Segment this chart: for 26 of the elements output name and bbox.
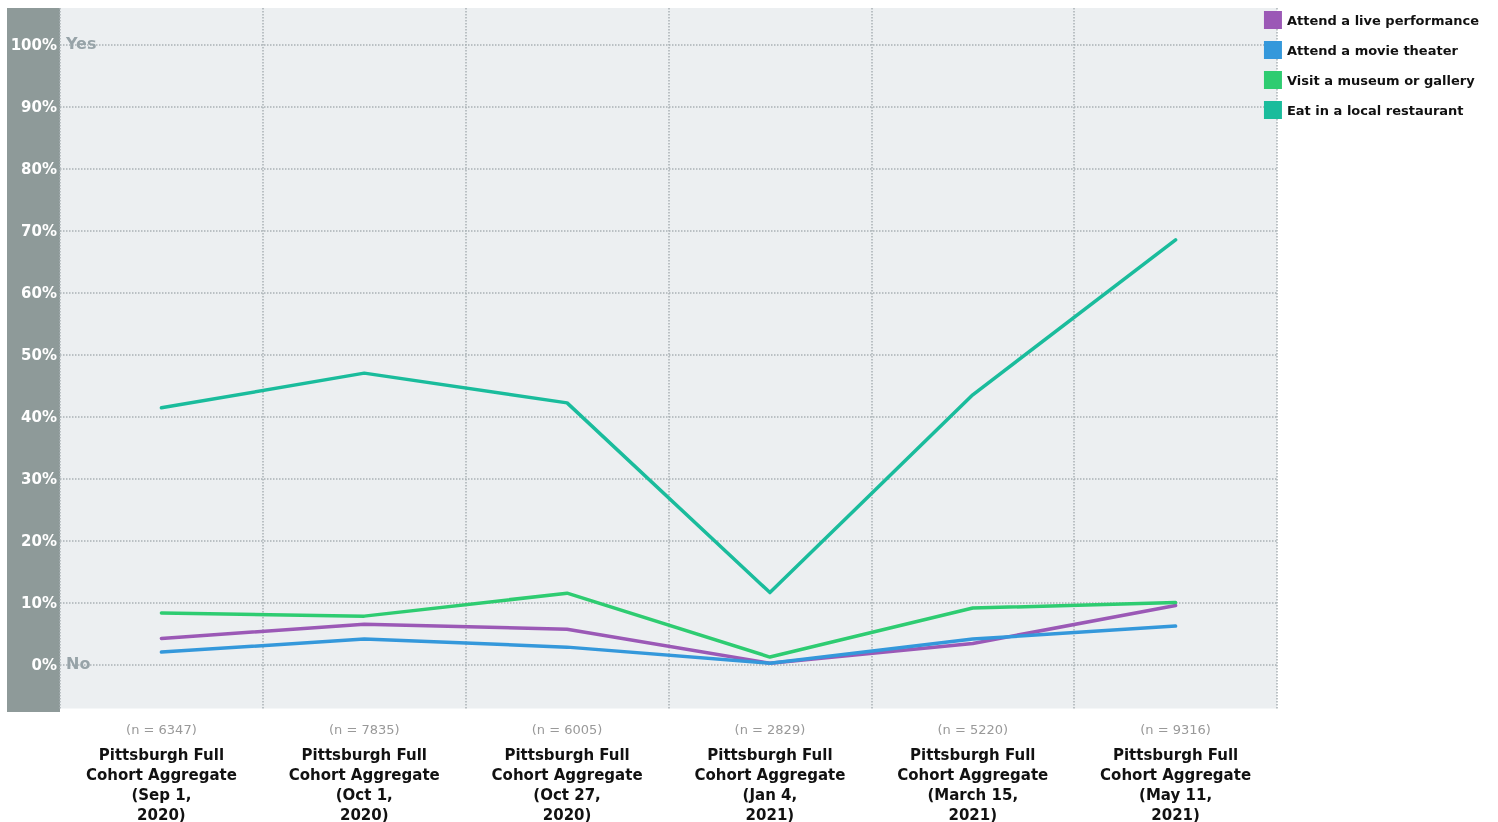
x-tick-label: (n = 9316) Pittsburgh Full Cohort Aggregate (May 11, 2021) bbox=[1100, 722, 1252, 822]
y-tick-label: 30% bbox=[21, 470, 57, 489]
y-tick-label: 10% bbox=[21, 594, 57, 613]
y-tick-label: 40% bbox=[21, 408, 57, 427]
legend-label: Visit a museum or gallery bbox=[1286, 72, 1476, 88]
legend-label: Attend a movie theater bbox=[1286, 42, 1459, 58]
legend-label: Attend a live performance bbox=[1286, 12, 1480, 28]
annotation: No bbox=[66, 653, 91, 673]
y-tick-label: 80% bbox=[21, 160, 57, 179]
x-tick-label: (n = 7835) Pittsburgh Full Cohort Aggregate (Oct 1, 2020) bbox=[288, 722, 440, 822]
line-series bbox=[159, 624, 1178, 665]
y-tick-label: 20% bbox=[21, 532, 57, 551]
line-series bbox=[159, 591, 1178, 659]
y-tick-label: 90% bbox=[21, 98, 57, 117]
legend-label: Eat in a local restaurant bbox=[1286, 102, 1464, 118]
y-tick-label: 50% bbox=[21, 346, 57, 365]
x-tick-label: (n = 6005) Pittsburgh Full Cohort Aggregate (Oct 27, 2020) bbox=[491, 722, 643, 822]
y-tick-label: 60% bbox=[21, 284, 57, 303]
y-tick-label: 0% bbox=[31, 656, 57, 675]
x-tick-label: (n = 6347) Pittsburgh Full Cohort Aggregate (Sep 1, 2020) bbox=[85, 722, 237, 822]
y-tick-label: 70% bbox=[21, 222, 57, 241]
x-tick-label: (n = 5220) Pittsburgh Full Cohort Aggregate (March 15, 2021) bbox=[897, 722, 1049, 822]
y-tick-label: 100% bbox=[10, 36, 57, 55]
line-series bbox=[159, 238, 1178, 595]
x-tick-label: (n = 2829) Pittsburgh Full Cohort Aggregate (Jan 4, 2021) bbox=[694, 722, 846, 822]
annotation: Yes bbox=[65, 33, 97, 53]
